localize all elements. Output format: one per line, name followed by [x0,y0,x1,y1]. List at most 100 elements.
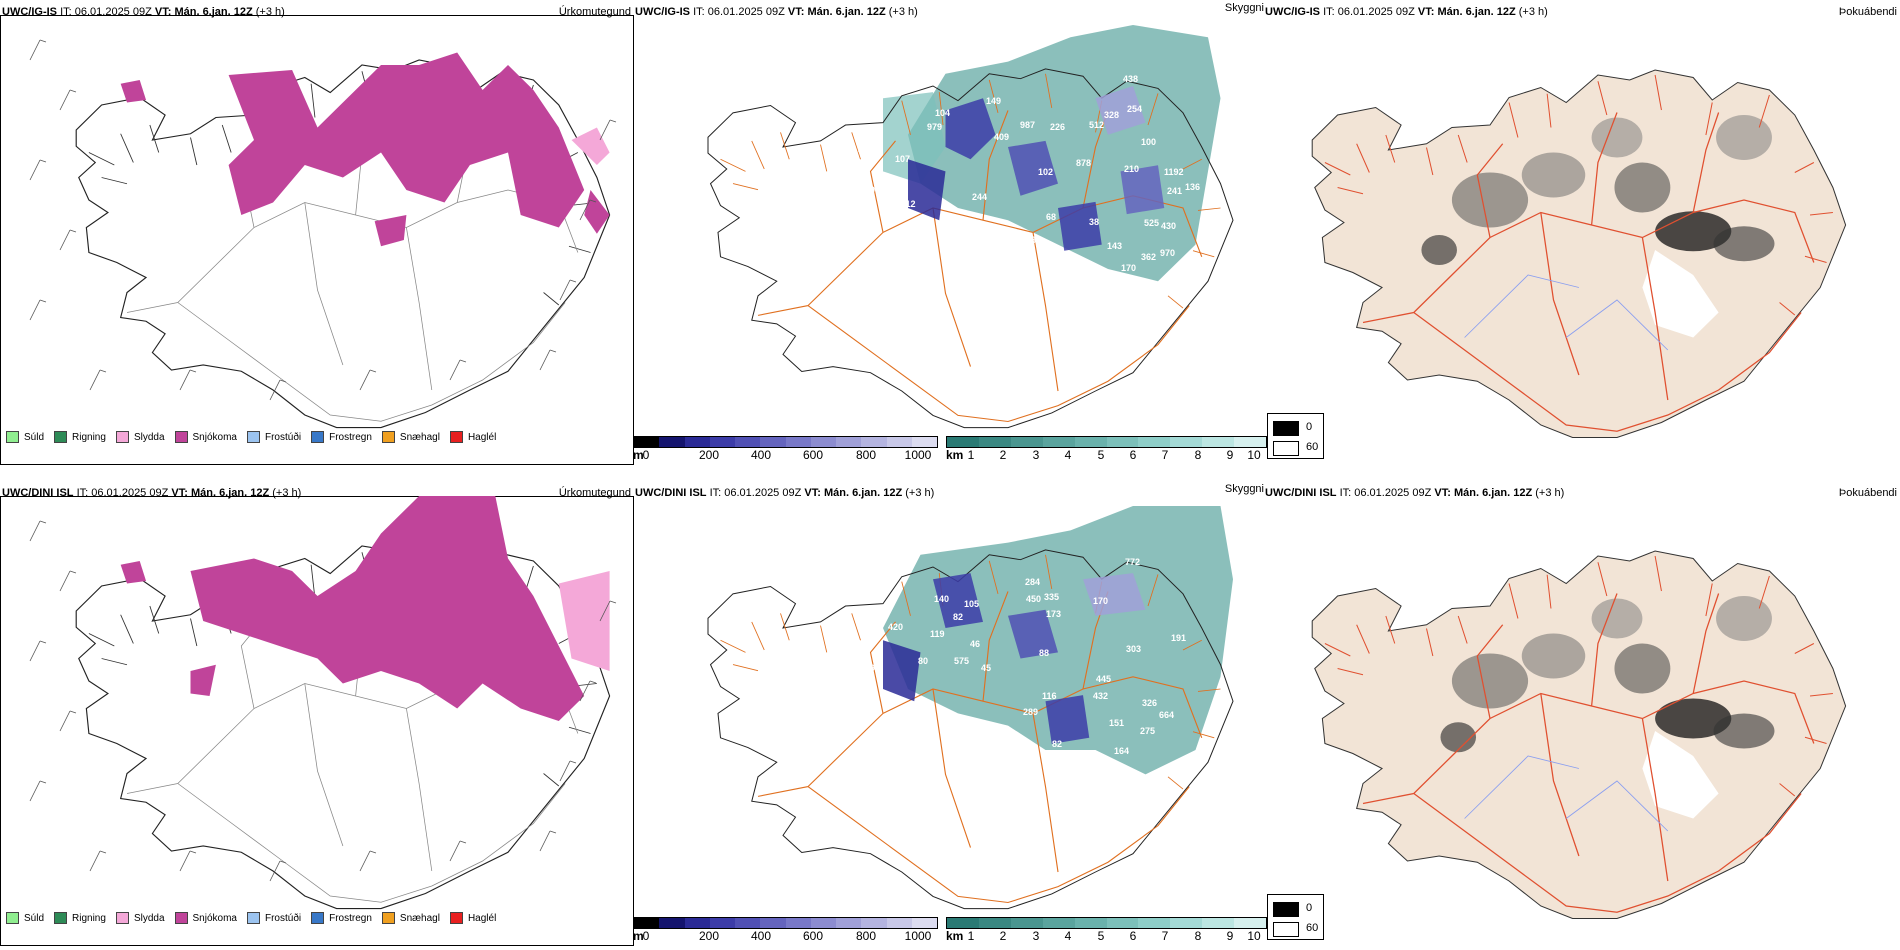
cloud-label: 254 [1127,104,1142,114]
colorbar-step [947,918,979,928]
legend-item: Súld [6,431,44,443]
cloud-label: 161 [1018,254,1033,264]
legend-item: Frostregn [311,912,372,924]
colorbar-step [1106,918,1139,928]
cloud-label: 88 [1039,648,1049,658]
cloud-label: 20 [922,267,932,277]
cloud-label: 979 [927,122,942,132]
panel-title: Þokuábendi [1838,487,1897,499]
legend-swatch [115,431,129,443]
cloud-label: 284 [1025,577,1040,587]
lead-time: (+3 h) [905,487,935,499]
cloud-label: 83 [889,184,899,194]
valid-time: Mán. 6.jan. 12Z [1453,487,1533,499]
cloud-label: 136 [1185,182,1200,192]
cloud-label: 170 [1121,263,1136,273]
legend-swatch [449,912,463,924]
legend-swatch [1273,441,1299,456]
colorbar-step [1138,918,1171,928]
cloud-label: 82 [953,612,963,622]
cloud-label: 244 [972,192,987,202]
cloud-label: 188 [995,253,1010,263]
cloud-label: 165 [1090,279,1105,289]
cloud-label: 289 [1023,707,1038,717]
cloud-label: 170 [1093,596,1108,606]
colorbar-step [634,437,660,447]
colorbar-step [911,918,937,928]
colorbar-step [659,918,685,928]
cloud-label: 362 [1141,252,1156,262]
fog-map [1311,550,1847,920]
fog-index-panel-dini: UWC/DINI ISL IT: 06.01.2025 09Z VT: Mán.… [1265,481,1899,946]
colorbar-step [735,437,761,447]
colorbar-step [1010,918,1043,928]
colorbar-step [1074,437,1107,447]
model-name: UWC/DINI ISL [1265,487,1337,499]
valid-time: Mán. 6.jan. 12Z [807,6,886,18]
colorbar-step [836,437,862,447]
cloud-label: 173 [1046,609,1061,619]
cloud-label: 119 [930,629,945,639]
precip-legend: Súld Rigning Slydda Snjókoma Frostúði Fr… [6,431,496,443]
cloud-label: 46 [970,639,980,649]
init-time: 06.01.2025 09Z [707,6,785,18]
visibility-colorbar [946,436,1267,448]
cloud-label: 112 [901,199,916,209]
cloud-label: 575 [954,656,969,666]
legend-swatch [6,912,19,924]
cloud-label: 96 [870,185,880,195]
lead-time: (+3 h) [1535,487,1565,499]
legend-item: Frostregn [311,431,372,443]
legend-swatch [115,912,129,924]
cloud-label: 102 [1038,167,1053,177]
colorbar-step [785,918,811,928]
colorbar-step [861,918,887,928]
legend-item: Snæhagl [381,912,440,924]
cloud-label: 512 [1089,120,1104,130]
cloud-label: 226 [1050,122,1065,132]
cloud-label: 191 [1171,633,1186,643]
map-frame [0,496,634,946]
colorbar-step [634,918,660,928]
cloud-label: 100 [1141,137,1156,147]
cloud-label: 140 [934,594,949,604]
legend-item: Snjókoma [174,431,237,443]
colorbar-step [1042,918,1075,928]
legend-swatch [54,912,68,924]
model-name: UWC/IG-IS [1265,6,1320,18]
cloud-label: 114 [908,246,923,256]
cloud-label: 133 [814,658,829,668]
legend-swatch [449,431,463,443]
cloud-map: 438 149 104 979 987 226 328 254 512 409 … [707,25,1234,429]
init-time: 06.01.2025 09Z [1337,6,1415,18]
precip-type-panel-dini: UWC/DINI ISL IT: 06.01.2025 09Z VT: Mán.… [0,481,634,946]
cloud-label: 33 [750,572,760,582]
cloud-label: 430 [1161,221,1176,231]
colorbar-step [760,918,786,928]
cloud-label: 25 [858,144,868,154]
cloud-label: 409 [994,132,1009,142]
legend-item: Slydda [115,912,165,924]
cloud-label: 303 [1126,644,1141,654]
model-name: UWC/DINI ISL [635,487,707,499]
fog-index-panel-igis: UWC/IG-IS IT: 06.01.2025 09Z VT: Mán. 6.… [1265,0,1899,465]
cloud-label: 878 [1076,158,1091,168]
colorbar-step [1202,918,1235,928]
legend-item: Snæhagl [381,431,440,443]
colorbar-step [810,437,836,447]
legend-item: Haglél [449,912,496,924]
cloudbase-colorbar [633,436,938,448]
legend-swatch [1273,922,1299,937]
cloud-label: 432 [1093,691,1108,701]
legend-swatch [6,431,19,443]
colorbar-step [978,918,1011,928]
cloud-label: 116 [1042,691,1057,701]
legend-item: Snjókoma [174,912,237,924]
cloud-label: 326 [1142,698,1157,708]
legend-item: Frostúði [246,912,301,924]
legend-swatch [311,912,325,924]
colorbar-step [1202,437,1235,447]
legend-item: Slydda [115,431,165,443]
colorbar-step [886,437,912,447]
precip-map [29,496,617,910]
